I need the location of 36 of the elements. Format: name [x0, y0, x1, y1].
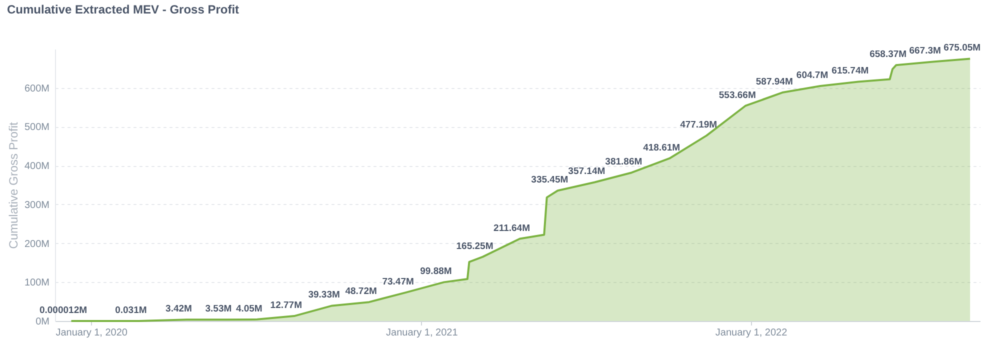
data-label: 48.72M: [345, 286, 377, 298]
data-label: 667.3M: [909, 46, 942, 57]
data-label: 357.14M: [568, 166, 606, 178]
data-label: 335.45M: [531, 174, 568, 186]
data-label: 3.53M: [205, 304, 232, 315]
y-tick-label: 0M: [36, 316, 50, 328]
data-label: 4.05M: [236, 303, 262, 314]
x-tick-label: January 1, 2020: [56, 328, 128, 338]
data-label: 0.031M: [115, 304, 147, 316]
x-tick-label: January 1, 2022: [715, 328, 788, 338]
y-tick-label: 500M: [24, 122, 50, 134]
data-label: 675.05M: [944, 42, 981, 54]
data-label: 0.000012M: [39, 305, 88, 316]
data-label: 39.33M: [308, 290, 340, 301]
data-label: 3.42M: [166, 304, 192, 315]
data-label: 211.64M: [494, 222, 530, 234]
data-label: 73.47M: [382, 276, 414, 288]
data-label: 99.88M: [420, 266, 452, 278]
data-label: 615.74M: [832, 66, 869, 77]
y-tick-label: 100M: [24, 278, 50, 289]
data-label: 12.77M: [270, 300, 302, 312]
y-axis-title: Cumulative Gross Profit: [6, 121, 20, 249]
y-tick-label: 300M: [24, 200, 50, 211]
data-label: 587.94M: [756, 76, 793, 88]
data-label: 658.37M: [870, 49, 907, 60]
data-label: 418.61M: [643, 142, 680, 154]
chart-title: Cumulative Extracted MEV - Gross Profit: [6, 2, 240, 17]
data-label: 381.86M: [605, 156, 642, 168]
data-label: 604.7M: [796, 70, 828, 82]
data-label: 165.25M: [456, 240, 494, 252]
y-tick-label: 400M: [24, 161, 50, 172]
data-label: 553.66M: [718, 90, 756, 101]
data-label: 477.19M: [680, 120, 718, 131]
y-tick-label: 200M: [24, 238, 50, 250]
y-tick-label: 600M: [24, 83, 50, 94]
x-tick-label: January 1, 2021: [386, 328, 458, 338]
